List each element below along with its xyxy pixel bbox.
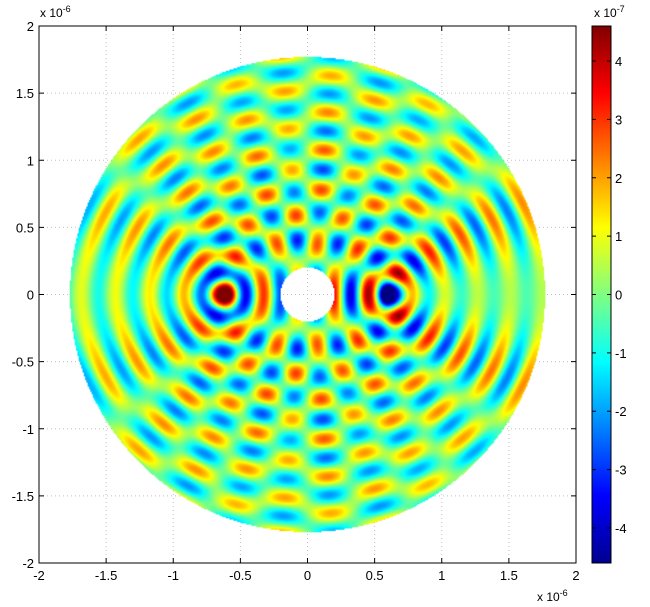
- y-tick-label: -2: [22, 556, 34, 571]
- colorbar-tick-label: 4: [615, 54, 622, 69]
- colorbar-ticks: 4 3 2 1 0 -1 -2 -3 -4: [592, 54, 627, 536]
- x-exponent-label: x 10-6: [537, 588, 568, 604]
- y-tick-label: 0: [27, 288, 34, 303]
- field-heatmap: [39, 26, 576, 563]
- colorbar-tick-label: -2: [615, 404, 627, 419]
- x-tick-label: -0.5: [229, 568, 251, 583]
- x-tick-label: 1.5: [500, 568, 518, 583]
- colorbar-tick-label: 2: [615, 171, 622, 186]
- y-tick-label: -0.5: [12, 355, 34, 370]
- y-tick-label: 2: [27, 19, 34, 34]
- x-tick-label: -2: [33, 568, 45, 583]
- y-exponent-label: x 10-6: [40, 4, 71, 20]
- y-tick-label: -1.5: [12, 489, 34, 504]
- x-tick-label: -1: [167, 568, 179, 583]
- y-axis: -2 -1.5 -1 -0.5 0 0.5 1 1.5 2: [12, 19, 576, 571]
- colorbar-tick-label: 0: [615, 288, 622, 303]
- x-tick-label: 0.5: [366, 568, 384, 583]
- x-tick-label: -1.5: [95, 568, 117, 583]
- colorbar-exponent-label: x 10-7: [594, 4, 625, 20]
- colorbar-tick-label: -3: [615, 463, 627, 478]
- colorbar-tick-label: 3: [615, 112, 622, 127]
- y-tick-label: -1: [22, 422, 34, 437]
- colorbar-tick-label: -4: [615, 521, 627, 536]
- x-tick-label: 2: [572, 568, 579, 583]
- x-tick-label: 1: [438, 568, 445, 583]
- x-axis: -2 -1.5 -1 -0.5 0 0.5 1 1.5 2: [33, 26, 580, 583]
- y-tick-label: 1.5: [16, 86, 34, 101]
- colorbar-tick-label: -1: [615, 346, 627, 361]
- y-tick-label: 1: [27, 153, 34, 168]
- y-tick-label: 0.5: [16, 220, 34, 235]
- x-tick-label: 0: [304, 568, 311, 583]
- colorbar-tick-label: 1: [615, 229, 622, 244]
